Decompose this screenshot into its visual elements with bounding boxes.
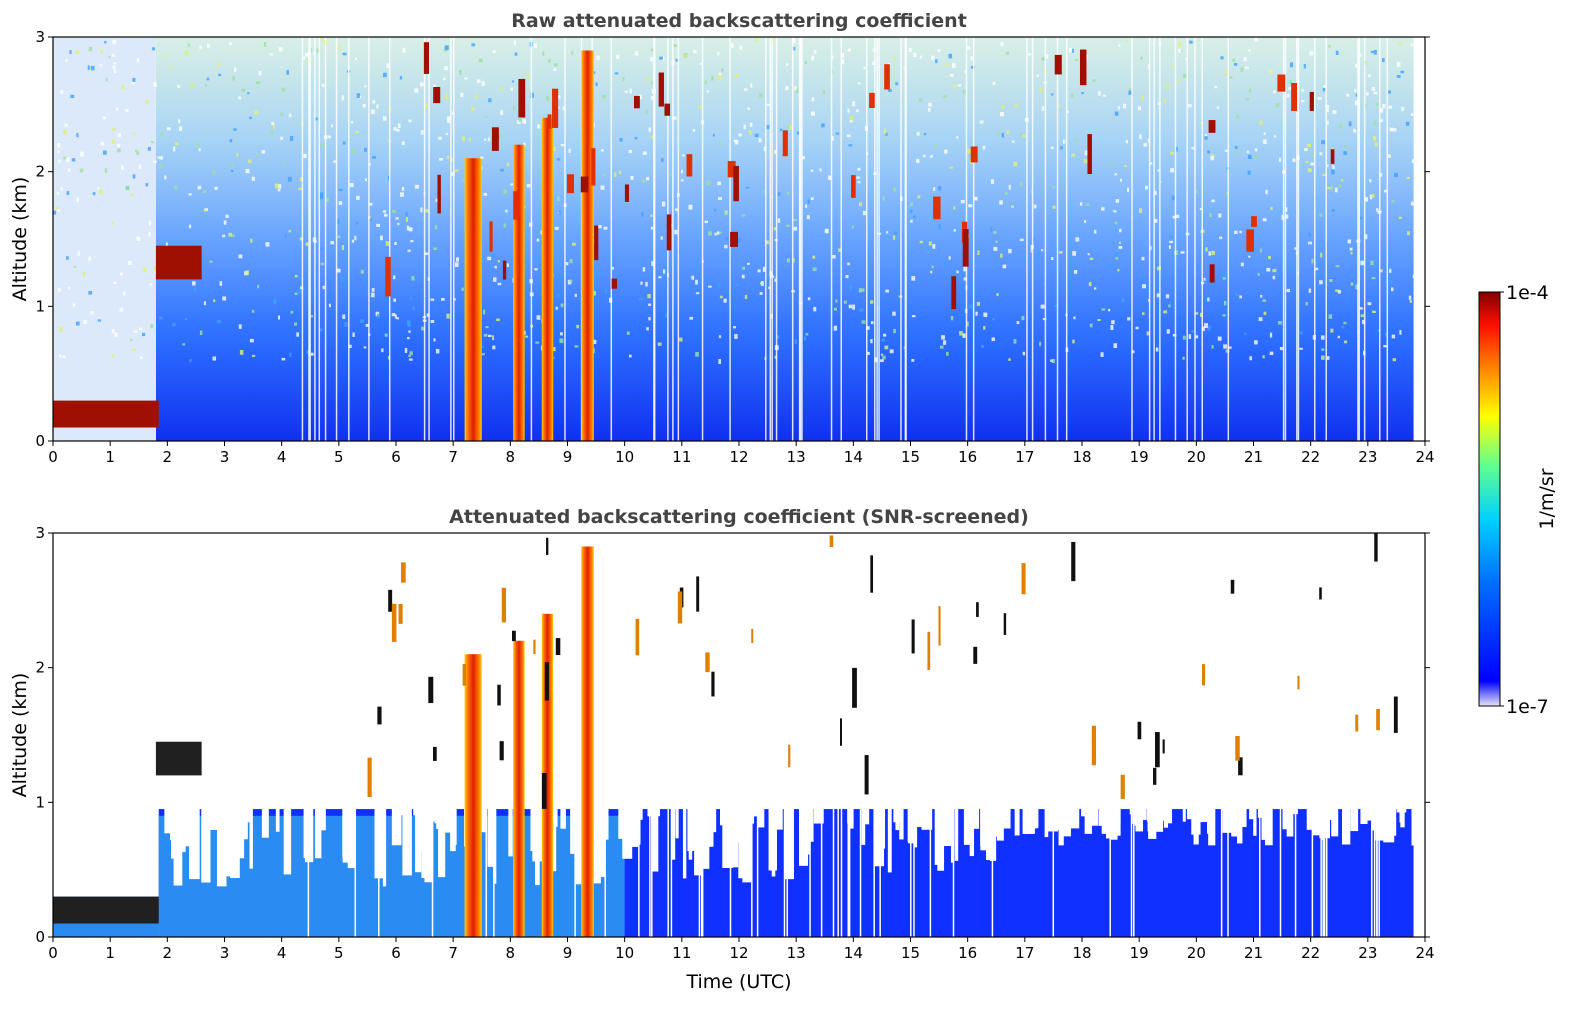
x-tick-label: 14 (844, 448, 863, 466)
x-tick-label: 14 (844, 944, 863, 962)
boundary-layer (53, 400, 159, 428)
aerosol-layer (155, 741, 202, 776)
x-tick-label: 23 (1358, 448, 1377, 466)
colorbar-min-label: 1e-7 (1506, 696, 1549, 718)
screened-cloud-streaks (367, 533, 1398, 809)
x-tick-label: 5 (334, 448, 344, 466)
x-tick-label: 9 (563, 944, 573, 962)
x-tick-label: 8 (506, 448, 516, 466)
x-tick-label: 17 (1015, 448, 1034, 466)
x-tick-label: 23 (1358, 944, 1377, 962)
panel1-title: Raw attenuated backscattering coefficien… (511, 10, 967, 32)
colorbar-gradient (1478, 291, 1501, 707)
x-tick-label: 10 (615, 448, 634, 466)
precip-column-3 (541, 613, 554, 937)
panel2-axes: 0 1 2 3 4 5 6 7 8 9 10 11 12 13 14 15 16 17 18 19 20 21 22 23 24… (35, 524, 1434, 962)
x-tick-label: 4 (277, 448, 287, 466)
x-tick-label: 3 (220, 944, 230, 962)
x-tick-label: 22 (1301, 944, 1320, 962)
x-tick-label: 7 (448, 448, 458, 466)
x-tick-label: 13 (787, 448, 806, 466)
x-tick-label: 6 (391, 448, 401, 466)
raw-backscatter-panel: Raw attenuated backscattering coefficien… (9, 10, 1435, 466)
colorbar: 1e-4 1e-7 1/m/sr (1478, 282, 1558, 718)
x-tick-label: 3 (220, 448, 230, 466)
precip-column-3 (541, 117, 554, 441)
x-tick-label: 16 (958, 944, 977, 962)
x-tick-label: 15 (901, 448, 920, 466)
screened-heatmap (53, 533, 1422, 937)
x-tick-label: 21 (1244, 944, 1263, 962)
x-tick-label: 20 (1187, 448, 1206, 466)
panel1-axes: 0 1 2 3 4 5 6 7 8 9 10 11 12 13 14 15 16 17 18 19 20 21 22 23 24… (35, 28, 1434, 466)
panel2-title: Attenuated backscattering coefficient (S… (449, 506, 1029, 528)
panel1-ylabel: Altitude (km) (9, 177, 31, 302)
x-tick-label: 12 (729, 944, 748, 962)
x-tick-label: 13 (787, 944, 806, 962)
precip-column-4 (581, 50, 594, 441)
x-tick-label: 15 (901, 944, 920, 962)
x-tick-label: 7 (448, 944, 458, 962)
x-tick-label: 12 (729, 448, 748, 466)
precip-column-2 (513, 640, 525, 937)
x-tick-label: 6 (391, 944, 401, 962)
x-tick-label: 24 (1415, 448, 1434, 466)
x-tick-label: 1 (105, 448, 115, 466)
aerosol-layer (155, 245, 202, 280)
x-tick-label: 2 (163, 944, 173, 962)
x-tick-label: 18 (1072, 944, 1091, 962)
y-tick-label: 1 (35, 793, 45, 811)
x-tick-label: 18 (1072, 448, 1091, 466)
x-tick-label: 21 (1244, 448, 1263, 466)
x-tick-label: 5 (334, 944, 344, 962)
x-tick-label: 2 (163, 448, 173, 466)
screened-backscatter-panel: Attenuated backscattering coefficient (S… (9, 506, 1435, 993)
boundary-layer (53, 896, 159, 924)
y-tick-label: 3 (35, 28, 45, 46)
x-tick-label: 16 (958, 448, 977, 466)
x-tick-label: 0 (48, 944, 58, 962)
y-tick-label: 1 (35, 297, 45, 315)
x-tick-label: 17 (1015, 944, 1034, 962)
raw-data-gaps (301, 37, 1389, 441)
raw-heatmap (53, 37, 1417, 441)
x-tick-label: 19 (1130, 944, 1149, 962)
raw-cloud-streaks (385, 42, 1335, 310)
screened-signal-field (53, 802, 1422, 937)
x-tick-label: 8 (506, 944, 516, 962)
x-tick-label: 11 (672, 944, 691, 962)
colorbar-unit-label: 1/m/sr (1536, 468, 1558, 529)
x-tick-label: 19 (1130, 448, 1149, 466)
x-tick-label: 10 (615, 944, 634, 962)
x-tick-label: 20 (1187, 944, 1206, 962)
y-tick-label: 2 (35, 163, 45, 181)
panel2-xlabel: Time (UTC) (685, 971, 791, 993)
x-tick-label: 11 (672, 448, 691, 466)
precip-column-1 (464, 158, 482, 441)
precip-column-2 (513, 144, 525, 441)
x-tick-label: 22 (1301, 448, 1320, 466)
y-tick-label: 3 (35, 524, 45, 542)
y-tick-label: 0 (35, 928, 45, 946)
x-tick-label: 9 (563, 448, 573, 466)
y-tick-label: 0 (35, 432, 45, 450)
y-tick-label: 2 (35, 659, 45, 677)
x-tick-label: 24 (1415, 944, 1434, 962)
panel2-ylabel: Altitude (km) (9, 673, 31, 798)
x-tick-label: 0 (48, 448, 58, 466)
colorbar-max-label: 1e-4 (1506, 282, 1549, 304)
x-tick-label: 1 (105, 944, 115, 962)
precip-column-1 (464, 654, 482, 937)
precip-column-4 (581, 546, 594, 937)
x-tick-label: 4 (277, 944, 287, 962)
